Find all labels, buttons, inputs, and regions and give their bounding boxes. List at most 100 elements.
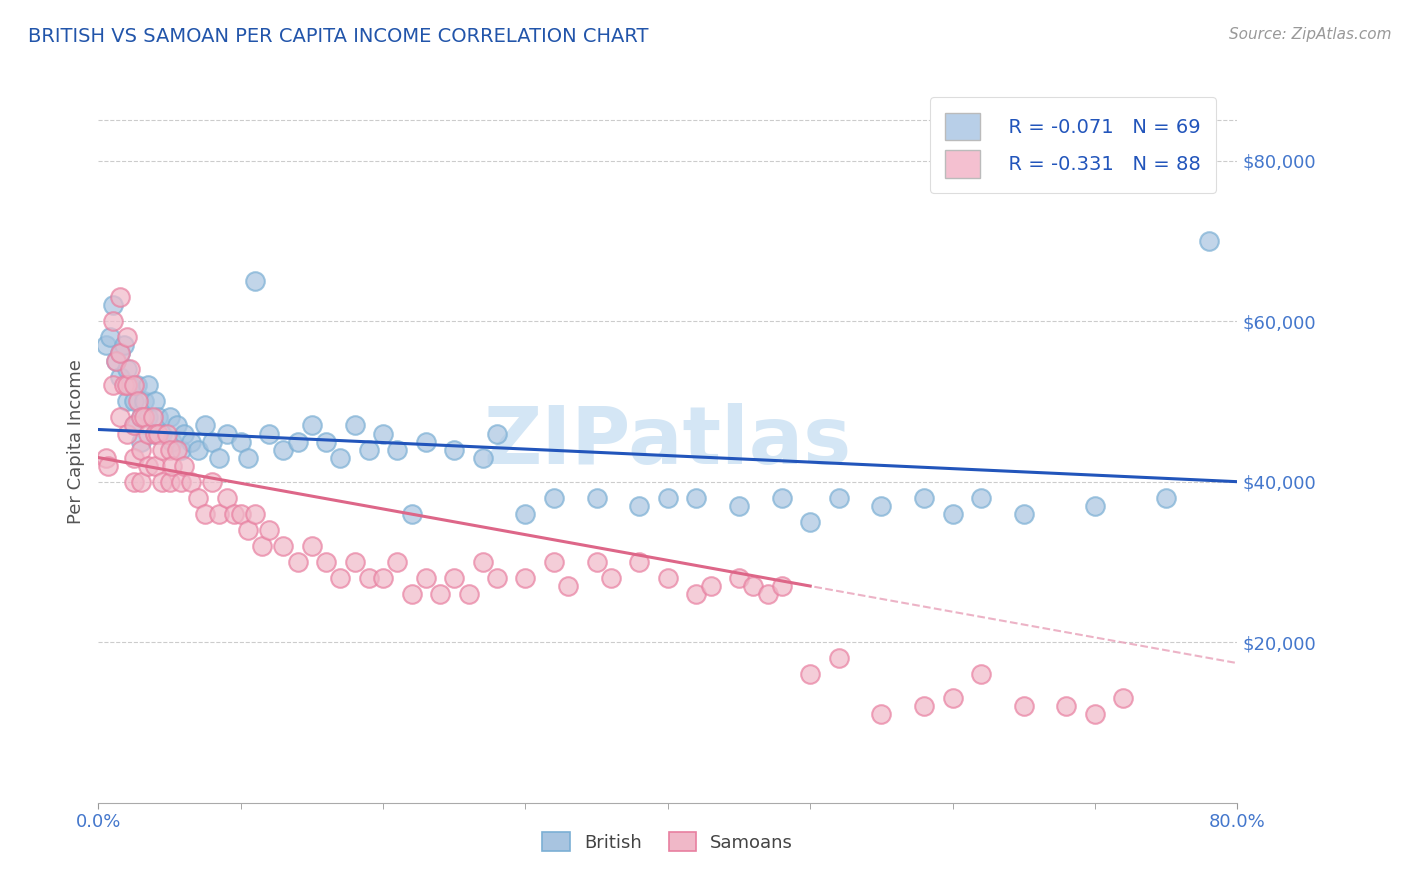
- Point: [799, 515, 821, 529]
- Text: Source: ZipAtlas.com: Source: ZipAtlas.com: [1229, 27, 1392, 42]
- Point: [201, 434, 224, 449]
- Point: [970, 491, 993, 505]
- Point: [657, 571, 679, 585]
- Point: [104, 354, 127, 368]
- Point: [259, 426, 281, 441]
- Point: [401, 587, 423, 601]
- Point: [129, 475, 152, 489]
- Point: [770, 491, 793, 505]
- Point: [243, 507, 266, 521]
- Point: [236, 450, 259, 465]
- Point: [828, 651, 851, 665]
- Point: [373, 426, 395, 441]
- Point: [315, 434, 337, 449]
- Text: BRITISH VS SAMOAN PER CAPITA INCOME CORRELATION CHART: BRITISH VS SAMOAN PER CAPITA INCOME CORR…: [28, 27, 648, 45]
- Point: [912, 699, 935, 714]
- Point: [373, 571, 395, 585]
- Point: [756, 587, 779, 601]
- Point: [108, 346, 131, 360]
- Point: [118, 362, 141, 376]
- Point: [94, 338, 117, 352]
- Point: [104, 354, 127, 368]
- Point: [129, 410, 152, 425]
- Point: [173, 426, 195, 441]
- Point: [287, 434, 309, 449]
- Y-axis label: Per Capita Income: Per Capita Income: [66, 359, 84, 524]
- Point: [129, 442, 152, 457]
- Point: [132, 410, 155, 425]
- Point: [443, 571, 465, 585]
- Point: [108, 346, 131, 360]
- Point: [97, 458, 120, 473]
- Point: [148, 410, 170, 425]
- Point: [162, 458, 184, 473]
- Point: [122, 475, 145, 489]
- Point: [1084, 499, 1107, 513]
- Point: [870, 499, 893, 513]
- Legend: British, Samoans: British, Samoans: [536, 825, 800, 859]
- Point: [145, 458, 167, 473]
- Point: [770, 579, 793, 593]
- Point: [628, 499, 651, 513]
- Point: [208, 450, 231, 465]
- Point: [187, 491, 209, 505]
- Point: [229, 434, 252, 449]
- Point: [152, 426, 174, 441]
- Point: [145, 394, 167, 409]
- Point: [166, 418, 188, 433]
- Point: [457, 587, 479, 601]
- Point: [148, 426, 170, 441]
- Point: [122, 418, 145, 433]
- Point: [343, 418, 366, 433]
- Point: [122, 418, 145, 433]
- Point: [170, 475, 193, 489]
- Point: [471, 450, 494, 465]
- Point: [585, 555, 607, 569]
- Point: [515, 507, 537, 521]
- Point: [101, 298, 124, 312]
- Point: [101, 314, 124, 328]
- Point: [942, 691, 965, 706]
- Point: [585, 491, 607, 505]
- Point: [515, 571, 537, 585]
- Point: [159, 442, 181, 457]
- Point: [415, 571, 437, 585]
- Point: [173, 458, 195, 473]
- Point: [799, 667, 821, 681]
- Point: [486, 571, 509, 585]
- Point: [108, 370, 131, 384]
- Point: [145, 426, 167, 441]
- Point: [387, 442, 409, 457]
- Point: [657, 491, 679, 505]
- Point: [287, 555, 309, 569]
- Point: [742, 579, 765, 593]
- Point: [115, 426, 138, 441]
- Point: [685, 587, 707, 601]
- Point: [942, 507, 965, 521]
- Point: [136, 426, 159, 441]
- Point: [357, 442, 380, 457]
- Point: [194, 507, 217, 521]
- Point: [557, 579, 579, 593]
- Point: [159, 475, 181, 489]
- Point: [315, 555, 337, 569]
- Point: [1084, 707, 1107, 722]
- Point: [229, 507, 252, 521]
- Point: [115, 378, 138, 392]
- Point: [443, 442, 465, 457]
- Point: [543, 491, 565, 505]
- Point: [187, 442, 209, 457]
- Point: [115, 394, 138, 409]
- Point: [122, 378, 145, 392]
- Point: [543, 555, 565, 569]
- Point: [159, 410, 181, 425]
- Point: [215, 491, 238, 505]
- Point: [141, 410, 163, 425]
- Point: [1012, 699, 1035, 714]
- Point: [728, 499, 751, 513]
- Point: [129, 434, 152, 449]
- Point: [201, 475, 224, 489]
- Point: [301, 539, 323, 553]
- Point: [1056, 699, 1078, 714]
- Point: [329, 450, 352, 465]
